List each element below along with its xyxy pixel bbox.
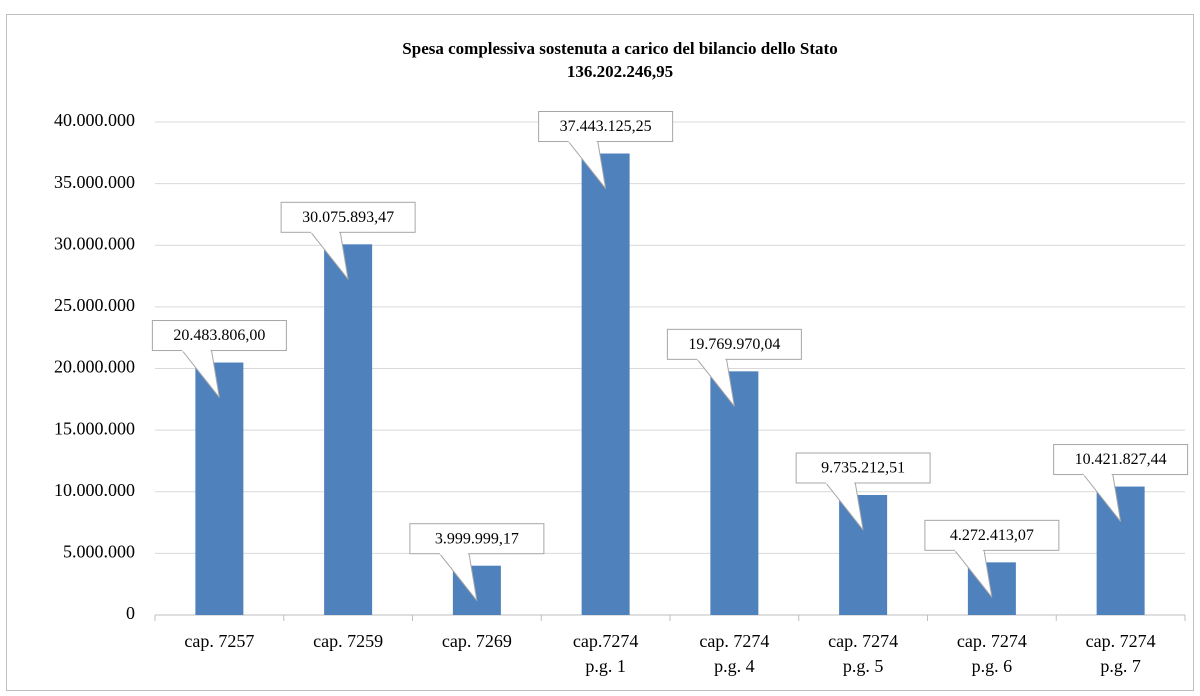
value-label: 37.443.125,25 — [560, 118, 652, 135]
y-tick-label: 40.000.000 — [54, 110, 135, 130]
x-tick-label: cap. 7274 p.g. 4 — [699, 631, 769, 676]
y-tick-label: 30.000.000 — [54, 233, 135, 253]
value-label: 20.483.806,00 — [173, 327, 265, 344]
bar — [839, 495, 888, 615]
x-tick-label: cap. 7274 p.g. 6 — [957, 631, 1027, 676]
callout-box — [538, 111, 674, 143]
bar — [581, 153, 630, 615]
bar — [324, 244, 373, 615]
x-tick-label: cap. 7257 — [184, 631, 254, 651]
chart-title: Spesa complessiva sostenuta a carico del… — [402, 39, 837, 58]
value-label: 10.421.827,44 — [1075, 451, 1167, 468]
y-tick-label: 25.000.000 — [54, 295, 135, 315]
x-tick-label: cap. 7259 — [313, 631, 383, 651]
y-tick-label: 15.000.000 — [54, 418, 135, 438]
callout-box — [795, 452, 931, 484]
y-tick-label: 10.000.000 — [54, 480, 135, 500]
callout-seam — [697, 357, 726, 361]
y-tick-label: 35.000.000 — [54, 172, 135, 192]
callout-box — [280, 201, 416, 233]
value-label: 30.075.893,47 — [302, 209, 394, 226]
y-tick-label: 20.000.000 — [54, 357, 135, 377]
x-tick-label: cap. 7269 — [442, 631, 512, 651]
callout-seam — [439, 551, 468, 555]
callout-box — [151, 320, 287, 352]
callout-box — [666, 328, 802, 360]
callout-seam — [568, 139, 597, 143]
value-label: 9.735.212,51 — [821, 460, 905, 477]
bar — [1096, 486, 1145, 615]
callout-box — [409, 523, 545, 555]
bar — [710, 371, 759, 615]
callout-seam — [826, 481, 855, 485]
callout-seam — [311, 230, 340, 234]
bar — [195, 362, 244, 615]
callout-box — [1053, 444, 1189, 476]
value-label: 19.769.970,04 — [688, 336, 780, 353]
x-tick-label: cap.7274 p.g. 1 — [573, 631, 638, 676]
callout-box — [924, 519, 1060, 551]
value-label: 3.999.999,17 — [435, 530, 519, 547]
chart-subtitle: 136.202.246,95 — [567, 62, 673, 81]
callout-seam — [1083, 472, 1112, 476]
x-tick-label: cap. 7274 p.g. 5 — [828, 631, 898, 676]
callout-seam — [182, 348, 211, 352]
x-tick-label: cap. 7274 p.g. 7 — [1086, 631, 1156, 676]
callout-seam — [954, 548, 983, 552]
y-tick-label: 5.000.000 — [63, 542, 135, 562]
y-tick-label: 0 — [126, 603, 135, 623]
value-label: 4.272.413,07 — [950, 527, 1034, 544]
